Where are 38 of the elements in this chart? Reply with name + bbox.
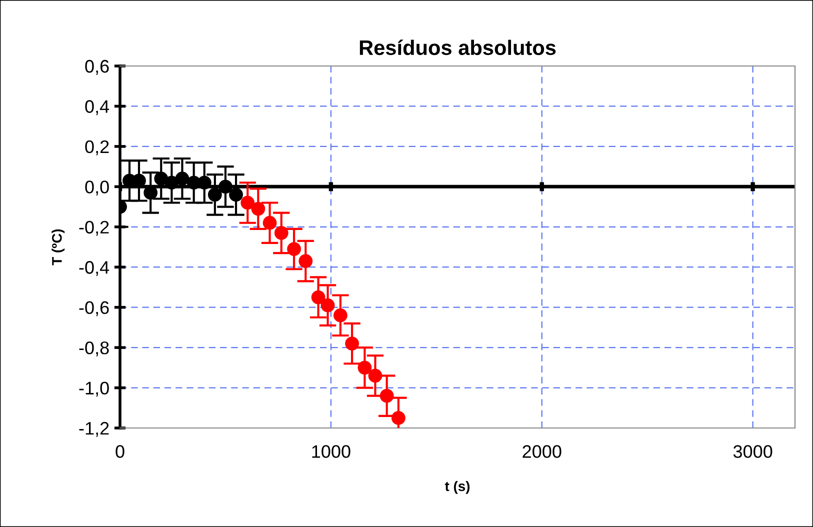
x-tick-label: 2000 xyxy=(522,445,562,458)
y-tick-label: -0,2 xyxy=(79,220,109,236)
point xyxy=(175,172,190,186)
y-tick-label: -0,6 xyxy=(79,301,109,316)
point xyxy=(320,298,335,312)
point xyxy=(345,336,359,350)
point xyxy=(380,388,394,403)
y-tick-label: 0,2 xyxy=(85,140,109,156)
y-tick-label: -1,0 xyxy=(79,382,109,397)
x-tick-label: 0 xyxy=(116,445,124,458)
point xyxy=(311,290,326,304)
x-tick-label: 1000 xyxy=(312,445,350,458)
chart-title: Resíduos absolutos xyxy=(360,40,556,56)
y-tick-label: -0,4 xyxy=(79,261,110,276)
point xyxy=(218,180,232,194)
y-tick-label: 0,6 xyxy=(85,60,109,75)
y-axis-title: T (ºC) xyxy=(52,229,65,266)
point xyxy=(229,188,243,202)
point xyxy=(262,216,277,230)
y-tick-label: 0,0 xyxy=(85,180,109,196)
point xyxy=(391,411,406,425)
y-tick-label: 0,4 xyxy=(85,100,110,116)
point xyxy=(368,368,382,383)
point xyxy=(164,176,179,190)
point xyxy=(287,242,301,256)
point xyxy=(197,176,212,190)
point xyxy=(333,308,348,322)
point xyxy=(154,172,168,186)
point xyxy=(358,360,372,375)
x-tick-label: 3000 xyxy=(733,445,772,458)
y-tick-label: -0,8 xyxy=(79,341,109,356)
point xyxy=(274,226,288,240)
point xyxy=(251,202,266,216)
x-axis-title: t (s) xyxy=(444,480,470,494)
point xyxy=(208,188,222,202)
point xyxy=(298,254,313,268)
y-tick-label: -1,2 xyxy=(79,422,109,437)
point xyxy=(240,196,255,210)
